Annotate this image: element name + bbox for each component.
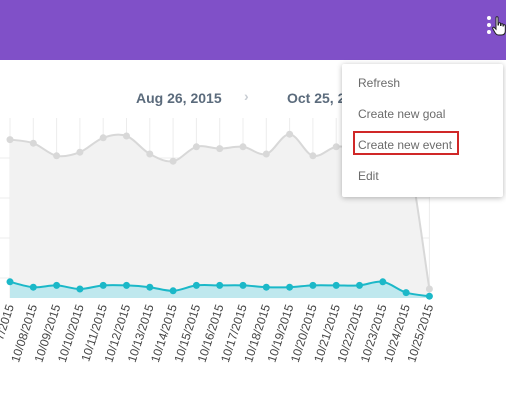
data-point <box>332 143 340 151</box>
data-point <box>286 130 294 138</box>
data-point <box>402 289 410 297</box>
data-point <box>53 281 61 289</box>
data-point <box>356 281 363 289</box>
data-point <box>29 283 37 291</box>
data-point <box>192 281 200 289</box>
data-point <box>262 150 270 158</box>
data-point <box>192 143 200 151</box>
menu-item-refresh[interactable]: Refresh <box>358 76 401 90</box>
start-date[interactable]: Aug 26, 2015 <box>136 90 222 106</box>
data-point <box>123 281 130 289</box>
menu-dot <box>487 23 491 27</box>
data-point <box>216 145 224 153</box>
data-point <box>76 285 84 293</box>
menu-item-create-new-event[interactable]: Create new event <box>358 138 453 152</box>
data-point <box>332 281 340 289</box>
data-point <box>309 152 317 160</box>
data-point <box>239 281 247 289</box>
menu-item-create-new-goal[interactable]: Create new goal <box>358 107 446 121</box>
more-vert-icon[interactable] <box>482 14 502 40</box>
data-point <box>76 148 84 156</box>
data-point <box>169 157 177 165</box>
data-point <box>29 139 37 147</box>
data-point <box>286 283 294 291</box>
data-point <box>99 281 107 289</box>
data-point <box>6 278 14 286</box>
data-point <box>146 283 154 291</box>
data-point <box>99 134 107 142</box>
data-point <box>425 292 433 300</box>
menu-item-edit[interactable]: Edit <box>358 169 379 183</box>
hand-pointer-icon <box>492 16 506 36</box>
menu-dot <box>487 30 491 34</box>
x-tick-label: 7/2015 <box>0 302 17 342</box>
series-area <box>10 134 430 298</box>
data-point <box>239 143 247 151</box>
data-point <box>169 287 177 295</box>
data-point <box>262 283 270 291</box>
data-point <box>425 285 433 293</box>
data-point <box>6 136 14 144</box>
x-axis-labels: 7/201510/08/201510/09/201510/10/201510/1… <box>0 302 436 364</box>
overflow-menu: Refresh Create new goal Create new event… <box>342 64 503 197</box>
chart-series <box>6 130 433 300</box>
data-point <box>379 278 387 286</box>
menu-dot <box>487 16 491 20</box>
data-point <box>146 150 154 158</box>
data-point <box>309 281 317 289</box>
data-point <box>53 152 61 160</box>
app-header <box>0 0 506 60</box>
data-point <box>123 132 130 140</box>
data-point <box>216 281 224 289</box>
chevron-right-icon[interactable]: › <box>244 88 249 104</box>
